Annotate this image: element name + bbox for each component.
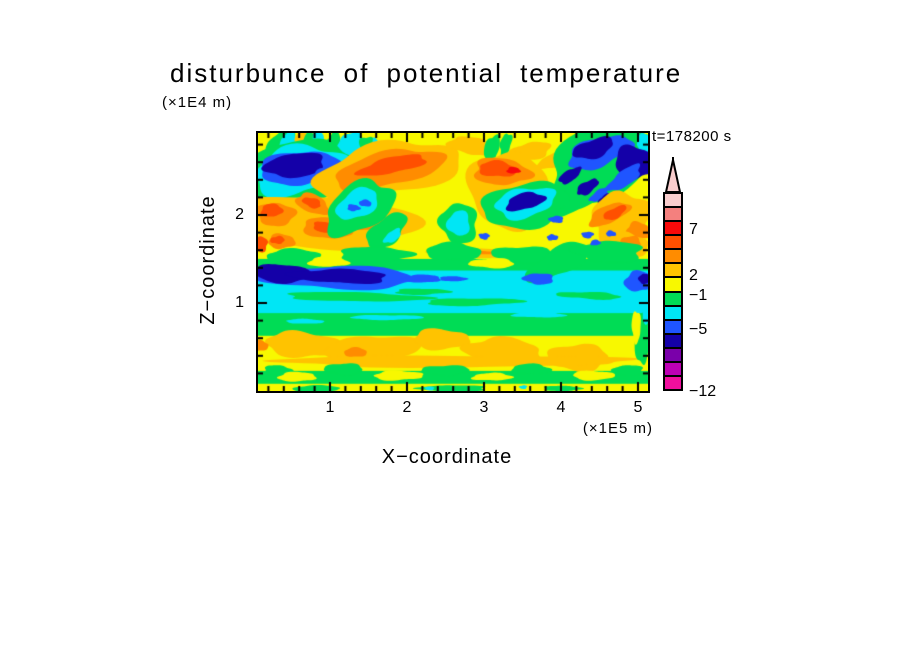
colorbar-cell-5 xyxy=(665,262,681,277)
colorbar-cell-0 xyxy=(665,194,681,207)
x-tick-label-4: 4 xyxy=(556,399,566,416)
y-axis-label: Z−coordinate xyxy=(197,195,219,325)
y-axis-unit-note: (×1E4 m) xyxy=(162,94,233,111)
time-annotation: t=178200 s xyxy=(652,128,732,145)
colorbar-cell-3 xyxy=(665,234,681,249)
colorbar-cell-7 xyxy=(665,290,681,305)
colorbar-cell-6 xyxy=(665,276,681,291)
x-tick-label-2: 2 xyxy=(402,399,412,416)
colorbar-cell-10 xyxy=(665,332,681,347)
x-tick-label-3: 3 xyxy=(479,399,489,416)
colorbar-cell-12 xyxy=(665,360,681,376)
colorbar-cell-11 xyxy=(665,346,681,361)
colorbar-label-1: 2 xyxy=(689,266,698,284)
x-axis-unit-note: (×1E5 m) xyxy=(582,420,653,437)
chart-title: disturbunce of potential temperature xyxy=(170,58,683,88)
y-tick-label-1: 1 xyxy=(235,294,244,311)
colorbar-cell-4 xyxy=(665,248,681,263)
colorbar-label-3: −5 xyxy=(689,321,708,339)
colorbar-label-2: −1 xyxy=(689,287,708,305)
contour-field-canvas xyxy=(258,133,648,391)
colorbar-cell-13 xyxy=(665,375,681,390)
x-tick-label-5: 5 xyxy=(633,399,643,416)
colorbar xyxy=(663,192,683,391)
x-axis-label: X−coordinate xyxy=(381,446,513,468)
colorbar-cell-2 xyxy=(665,220,681,235)
colorbar-cell-1 xyxy=(665,206,681,221)
x-tick-label-1: 1 xyxy=(325,399,335,416)
y-tick-label-2: 2 xyxy=(235,206,244,223)
colorbar-cell-8 xyxy=(665,304,681,319)
plot-frame xyxy=(256,131,650,393)
colorbar-overflow-arrow-icon xyxy=(664,157,682,193)
colorbar-label-0: 7 xyxy=(689,220,698,238)
colorbar-cell-9 xyxy=(665,318,681,333)
colorbar-label-4: −12 xyxy=(689,382,717,400)
